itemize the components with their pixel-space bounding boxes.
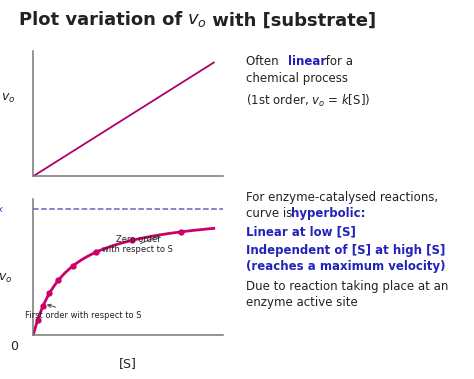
- Text: with [substrate]: with [substrate]: [206, 11, 376, 29]
- Text: $v_{max}$: $v_{max}$: [0, 203, 4, 215]
- Text: for a: for a: [322, 55, 353, 68]
- Text: chemical process: chemical process: [246, 72, 348, 85]
- Text: [S]: [S]: [119, 357, 137, 370]
- Text: $v_o$: $v_o$: [1, 92, 16, 105]
- Text: Due to reaction taking place at an: Due to reaction taking place at an: [246, 280, 449, 293]
- Text: linear: linear: [288, 55, 327, 68]
- Text: Linear at low [S]: Linear at low [S]: [246, 226, 356, 238]
- Text: (reaches a maximum velocity): (reaches a maximum velocity): [246, 260, 446, 273]
- Text: (1st order, $v_o$ = $k$[S]): (1st order, $v_o$ = $k$[S]): [246, 93, 371, 109]
- Text: Plot variation of: Plot variation of: [19, 11, 189, 29]
- Text: Often: Often: [246, 55, 283, 68]
- Text: Zero order
with respect to S: Zero order with respect to S: [102, 235, 173, 254]
- Text: enzyme active site: enzyme active site: [246, 296, 358, 309]
- Text: hyperbolic:: hyperbolic:: [291, 207, 365, 219]
- Text: Independent of [S] at high [S]: Independent of [S] at high [S]: [246, 244, 446, 257]
- Text: curve is: curve is: [246, 207, 297, 219]
- Text: For enzyme-catalysed reactions,: For enzyme-catalysed reactions,: [246, 191, 438, 204]
- Text: First order with respect to S: First order with respect to S: [26, 304, 142, 320]
- Text: [S]: [S]: [119, 199, 137, 212]
- Text: $v_o$: $v_o$: [187, 11, 207, 29]
- Text: 0: 0: [10, 340, 18, 353]
- Text: $v_o$: $v_o$: [0, 272, 12, 285]
